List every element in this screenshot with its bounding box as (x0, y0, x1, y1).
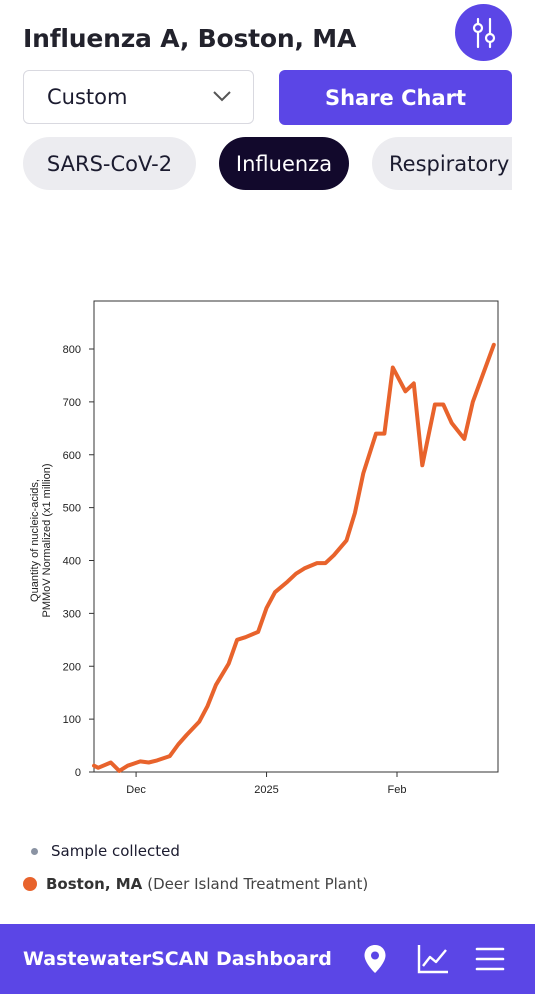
y-tick-label: 500 (63, 503, 81, 515)
chip-influenza[interactable]: Influenza (219, 137, 349, 190)
y-tick-label: 800 (63, 344, 81, 356)
legend-site-plant: (Deer Island Treatment Plant) (147, 875, 369, 893)
bottom-nav-bar: WastewaterSCAN Dashboard (0, 924, 535, 994)
brand-title[interactable]: WastewaterSCAN Dashboard (23, 948, 332, 970)
y-tick-label: 700 (63, 397, 81, 409)
chip-respiratory[interactable]: Respiratory (372, 137, 512, 190)
x-axis: Dec 2025 Feb (126, 772, 406, 796)
y-tick-label: 200 (63, 661, 81, 673)
pathogen-chips: SARS-CoV-2 Influenza Respiratory (23, 137, 512, 191)
chip-sars-cov-2[interactable]: SARS-CoV-2 (23, 137, 196, 190)
y-tick-label: 100 (63, 714, 81, 726)
legend-sample-label: Sample collected (51, 842, 180, 860)
sample-dot-icon (31, 847, 38, 855)
x-tick-label: 2025 (254, 784, 278, 796)
x-tick-label: Dec (126, 784, 146, 796)
legend-sample-collected: Sample collected (31, 842, 180, 860)
bottom-strip (0, 994, 535, 1000)
chart-icon[interactable] (417, 944, 449, 974)
plot-frame (93, 300, 499, 773)
chevron-down-icon (213, 91, 231, 102)
legend-site-name: Boston, MA (46, 875, 143, 893)
series-line-0 (92, 342, 496, 773)
wastewater-line-chart: Quantity of nucleic-acids, PMMoV Normaliz… (29, 300, 499, 796)
x-tick-label: Feb (388, 784, 407, 796)
date-range-select[interactable]: Custom (23, 70, 254, 124)
y-axis-label-line: Quantity of nucleic-acids, (29, 479, 41, 602)
legend-site[interactable]: Boston, MA (Deer Island Treatment Plant) (23, 875, 368, 893)
page-title: Influenza A, Boston, MA (23, 24, 357, 53)
y-axis: 0 100 200 300 400 500 600 700 800 (63, 344, 94, 779)
y-tick-label: 0 (75, 767, 81, 779)
y-tick-label: 400 (63, 556, 81, 568)
location-pin-icon[interactable] (363, 944, 387, 974)
filter-settings-button[interactable] (455, 4, 512, 61)
series-color-dot-icon (23, 877, 37, 891)
y-tick-label: 300 (63, 608, 81, 620)
date-range-value: Custom (47, 85, 128, 109)
y-axis-label-line: PMMoV Normalized (x1 million) (41, 463, 53, 617)
share-chart-button[interactable]: Share Chart (279, 70, 512, 125)
series-layer (92, 342, 496, 773)
menu-icon[interactable] (475, 946, 505, 972)
sliders-icon (472, 17, 495, 48)
y-tick-label: 600 (63, 450, 81, 462)
y-axis-label: Quantity of nucleic-acids, PMMoV Normaliz… (29, 463, 53, 617)
